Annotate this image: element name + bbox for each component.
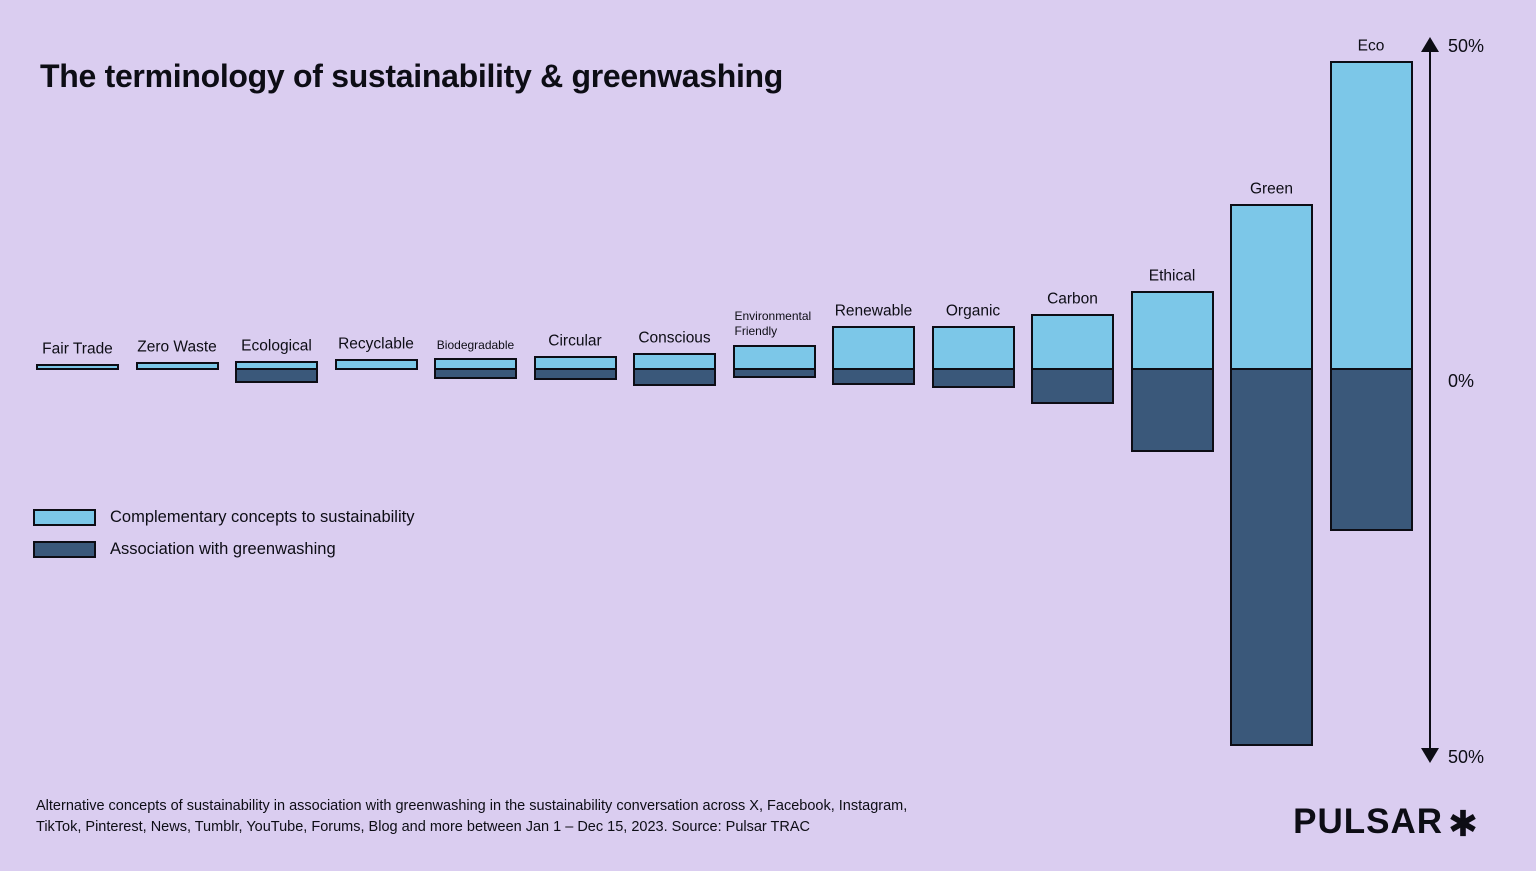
- legend: Complementary concepts to sustainability…: [33, 508, 414, 559]
- bar-segment-positive: [135, 361, 219, 370]
- legend-item-negative: Association with greenwashing: [33, 540, 414, 559]
- axis-label-top: 50%: [1448, 36, 1485, 56]
- bar-segment-positive: [732, 344, 816, 370]
- legend-swatch-positive-icon: [33, 509, 96, 526]
- bar-label: Carbon: [1047, 290, 1098, 308]
- pulsar-logo-text: PULSAR: [1293, 802, 1443, 841]
- bar-segment-negative: [1230, 368, 1313, 747]
- bar-label: Zero Waste: [137, 338, 217, 356]
- bar-segment-negative: [1130, 368, 1214, 453]
- source-note-line1: Alternative concepts of sustainability i…: [36, 798, 908, 814]
- bar-label: Renewable: [834, 302, 913, 320]
- pulsar-logo: PULSAR: [1293, 802, 1478, 842]
- bar-segment-positive: [36, 363, 119, 370]
- legend-label-negative: Association with greenwashing: [110, 540, 336, 558]
- bar-label: Conscious: [638, 329, 711, 347]
- bar-segment-positive: [533, 355, 617, 370]
- axis-label-bottom: 50%: [1448, 747, 1485, 767]
- bar-segment-positive: [931, 326, 1015, 370]
- bar-label: Recyclable: [338, 335, 414, 353]
- bar-segment-negative: [931, 368, 1015, 388]
- bar-label: Ethical: [1148, 267, 1196, 285]
- bar-label: Green: [1249, 180, 1294, 198]
- axis-line: [1429, 44, 1431, 754]
- bar-segment-negative: [832, 368, 915, 385]
- bar-label: Circular: [548, 332, 602, 350]
- bar-segment-positive: [1130, 291, 1214, 370]
- bar-segment-positive: [633, 353, 716, 370]
- axis-label-zero: 0%: [1448, 371, 1475, 391]
- bar-label: Environmental Friendly: [734, 308, 812, 338]
- bar-label: Fair Trade: [42, 340, 113, 358]
- chart-title: The terminology of sustainability & gree…: [40, 58, 784, 94]
- legend-label-positive: Complementary concepts to sustainability: [110, 508, 415, 526]
- bar-segment-positive: [334, 359, 418, 370]
- bar-segment-positive: [434, 357, 517, 370]
- bar-segment-negative: [235, 368, 318, 384]
- bar-segment-negative: [1031, 368, 1114, 405]
- bar-segment-positive: [1329, 61, 1413, 370]
- axis-arrow-up-icon: [1421, 37, 1439, 52]
- axis-arrow-down-icon: [1421, 748, 1439, 763]
- source-note: Alternative concepts of sustainability i…: [36, 796, 907, 837]
- bar-label: Eco: [1357, 37, 1385, 55]
- bar-segment-positive: [832, 326, 915, 370]
- bar-segment-positive: [1230, 204, 1313, 370]
- pulsar-asterisk-icon: [1450, 809, 1476, 837]
- bar-segment-positive: [235, 360, 318, 370]
- bar-label: Biodegradable: [436, 337, 515, 352]
- bar-segment-negative: [633, 368, 716, 387]
- source-note-line2: TikTok, Pinterest, News, Tumblr, YouTube…: [36, 818, 810, 835]
- bar-segment-negative: [1329, 368, 1413, 532]
- bar-label: Organic: [945, 302, 1001, 320]
- legend-swatch-negative-icon: [33, 541, 96, 558]
- bar-label: Ecological: [241, 337, 312, 355]
- legend-item-positive: Complementary concepts to sustainability: [33, 508, 414, 527]
- bar-segment-positive: [1031, 313, 1114, 370]
